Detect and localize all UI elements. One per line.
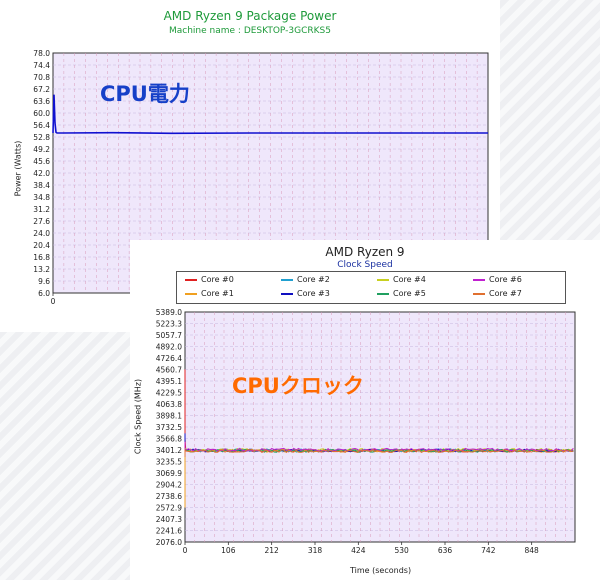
legend-swatch [281,292,293,295]
y-tick-label: 27.6 [33,217,50,226]
y-tick-label: 4063.8 [156,400,182,409]
power-chart-subtitle: Machine name : DESKTOP-3GCRKS5 [169,26,331,36]
y-tick-label: 3732.5 [156,423,182,432]
y-tick-label: 45.6 [33,157,50,166]
legend-item: Core #6 [473,275,522,284]
y-tick-label: 4560.7 [156,366,182,375]
legend-item: Core #2 [281,275,330,284]
legend-item: Core #3 [281,289,330,298]
y-tick-label: 3401.2 [156,446,182,455]
y-tick-label: 74.4 [33,61,50,70]
x-tick-label: 742 [481,546,496,555]
clock-chart-panel: AMD Ryzen 9 Clock Speed Core #0 Core #1 Co… [130,240,600,580]
y-tick-label: 2407.3 [156,515,182,524]
y-tick-label: 13.2 [33,265,50,274]
y-tick-label: 20.4 [33,241,50,250]
legend-label: Core #1 [201,289,234,298]
y-tick-label: 2241.6 [156,527,182,536]
y-tick-label: 3069.9 [156,469,182,478]
clock-annotation: CPUクロック [232,374,364,398]
x-tick-label: 0 [51,297,56,306]
power-series-line [52,94,488,135]
x-tick-label: 212 [265,546,280,555]
legend-swatch [185,292,197,295]
y-tick-label: 9.6 [38,277,50,286]
y-tick-label: 4395.1 [156,377,182,386]
power-chart-title: AMD Ryzen 9 Package Power [163,9,337,23]
x-tick-label: 424 [351,546,366,555]
legend-swatch [377,292,389,295]
clock-chart-subtitle: Clock Speed [337,260,393,270]
y-tick-label: 56.4 [33,121,50,130]
legend-item: Core #7 [473,289,522,298]
y-tick-label: 52.8 [33,133,50,142]
y-tick-label: 4229.5 [156,389,182,398]
y-tick-label: 4726.4 [156,354,182,363]
legend-item: Core #1 [185,289,234,298]
x-tick-label: 636 [438,546,453,555]
legend-label: Core #7 [489,289,522,298]
legend-label: Core #5 [393,289,426,298]
clock-chart-xlabel: Time (seconds) [350,566,412,575]
x-tick-label: 0 [183,546,188,555]
legend-swatch [281,278,293,281]
legend-swatch [473,292,485,295]
legend-swatch [185,278,197,281]
x-tick-label: 848 [525,546,540,555]
y-tick-label: 5057.7 [156,331,182,340]
legend-label: Core #6 [489,275,522,284]
clock-chart-svg: 5389.0 5223.3 5057.7 4892.0 4726.4 4560.7 4395… [156,308,576,555]
y-tick-label: 34.8 [33,193,50,202]
y-tick-label: 16.8 [33,253,50,262]
power-annotation: CPU電力 [100,82,190,106]
y-tick-label: 3566.8 [156,435,182,444]
y-tick-label: 60.0 [33,109,50,118]
y-tick-label: 49.2 [33,145,50,154]
clock-chart-title: AMD Ryzen 9 [325,245,405,259]
y-tick-label: 4892.0 [156,343,182,352]
y-tick-label: 67.2 [33,85,50,94]
legend-label: Core #2 [297,275,330,284]
y-tick-label: 2904.2 [156,481,182,490]
core-series-line [184,448,574,457]
legend-item: Core #5 [377,289,426,298]
legend-label: Core #3 [297,289,330,298]
x-tick-label: 318 [308,546,323,555]
y-tick-label: 3898.1 [156,412,182,421]
y-tick-label: 6.0 [38,289,50,298]
legend-item: Core #0 [185,275,234,284]
y-tick-label: 5389.0 [156,308,182,317]
y-tick-label: 70.8 [33,73,50,82]
y-tick-label: 5223.3 [156,320,182,329]
y-tick-label: 2076.0 [156,538,182,547]
legend-swatch [473,278,485,281]
x-tick-label: 530 [395,546,410,555]
y-tick-label: 3235.5 [156,458,182,467]
y-tick-label: 24.0 [33,229,50,238]
clock-chart-legend: Core #0 Core #1 Core #2 Core #3 Core #4 Core … [176,271,566,304]
legend-swatch [377,278,389,281]
y-tick-label: 42.0 [33,169,50,178]
y-tick-label: 78.0 [33,49,50,58]
legend-item: Core #4 [377,275,426,284]
y-tick-label: 2572.9 [156,504,182,513]
legend-label: Core #0 [201,275,234,284]
y-tick-label: 63.6 [33,97,50,106]
x-tick-label: 106 [221,546,236,555]
y-tick-label: 31.2 [33,205,50,214]
legend-label: Core #4 [393,275,426,284]
y-tick-label: 38.4 [33,181,50,190]
y-tick-label: 2738.6 [156,492,182,501]
